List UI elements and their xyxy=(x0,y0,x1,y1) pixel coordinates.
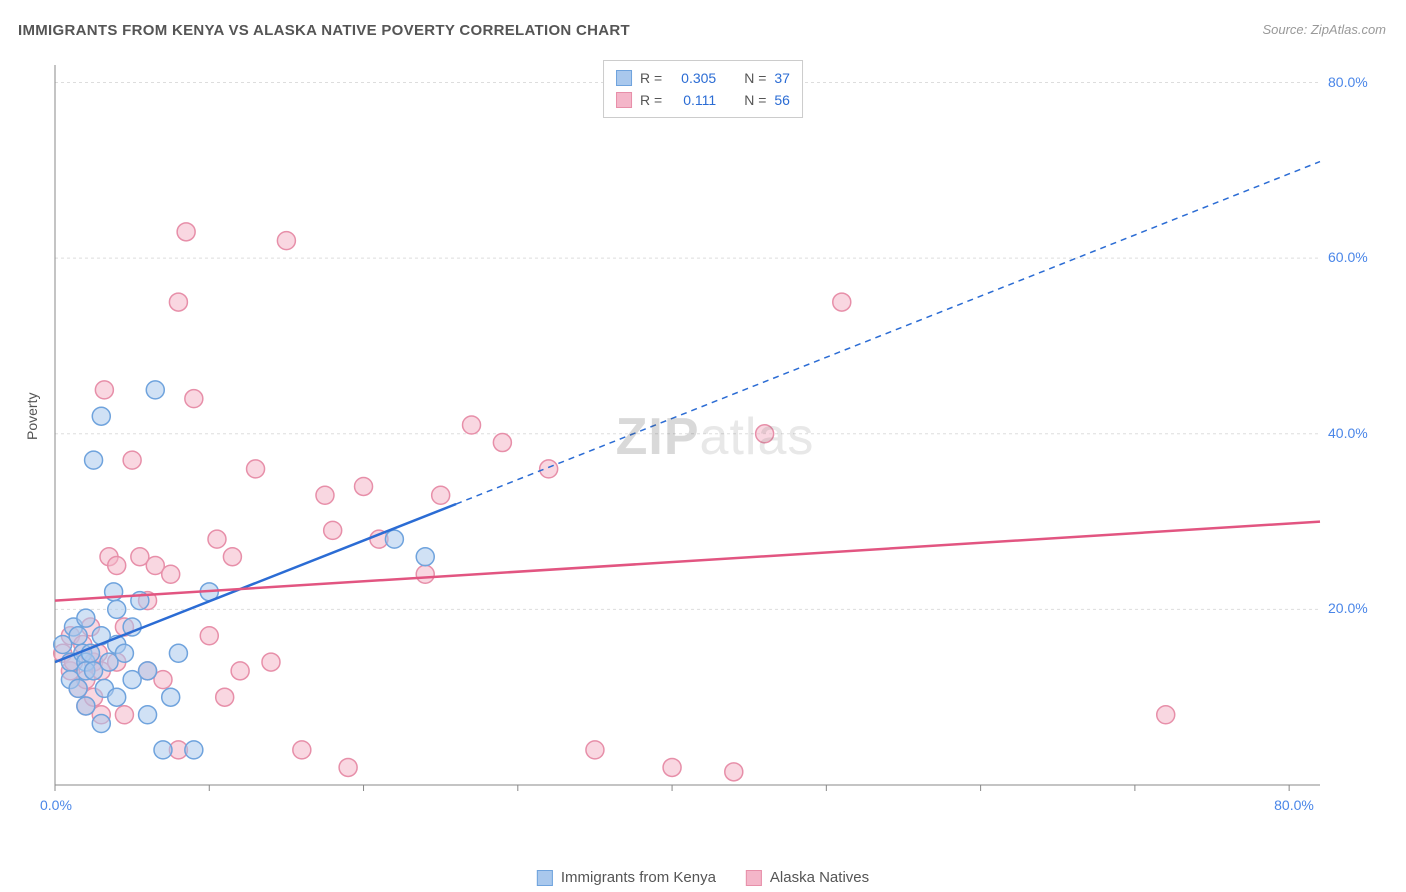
n-value: 37 xyxy=(774,67,790,89)
y-tick-label: 40.0% xyxy=(1328,425,1368,441)
legend-swatch xyxy=(746,870,762,886)
r-value: 0.111 xyxy=(670,89,716,111)
y-axis-label: Poverty xyxy=(24,393,40,440)
x-tick-label: 0.0% xyxy=(40,797,72,813)
x-tick-label: 80.0% xyxy=(1274,797,1314,813)
series-legend: Immigrants from Kenya Alaska Natives xyxy=(537,869,869,886)
plot-area: ZIPatlas xyxy=(50,55,1380,825)
correlation-legend: R = 0.305 N = 37 R = 0.111 N = 56 xyxy=(603,60,803,118)
n-label: N = xyxy=(744,67,766,89)
n-value: 56 xyxy=(774,89,790,111)
series-legend-item: Alaska Natives xyxy=(746,869,869,886)
y-tick-label: 80.0% xyxy=(1328,74,1368,90)
series-legend-item: Immigrants from Kenya xyxy=(537,869,716,886)
n-label: N = xyxy=(744,89,766,111)
y-tick-label: 20.0% xyxy=(1328,600,1368,616)
r-value: 0.305 xyxy=(670,67,716,89)
series-label: Immigrants from Kenya xyxy=(561,869,716,886)
y-tick-label: 60.0% xyxy=(1328,249,1368,265)
scatter-chart xyxy=(50,55,1380,825)
chart-title: IMMIGRANTS FROM KENYA VS ALASKA NATIVE P… xyxy=(18,22,630,39)
legend-row: R = 0.305 N = 37 xyxy=(616,67,790,89)
legend-swatch xyxy=(616,70,632,86)
r-label: R = xyxy=(640,67,662,89)
legend-swatch xyxy=(537,870,553,886)
legend-swatch xyxy=(616,92,632,108)
source-attribution: Source: ZipAtlas.com xyxy=(1262,22,1386,37)
legend-row: R = 0.111 N = 56 xyxy=(616,89,790,111)
r-label: R = xyxy=(640,89,662,111)
series-label: Alaska Natives xyxy=(770,869,869,886)
